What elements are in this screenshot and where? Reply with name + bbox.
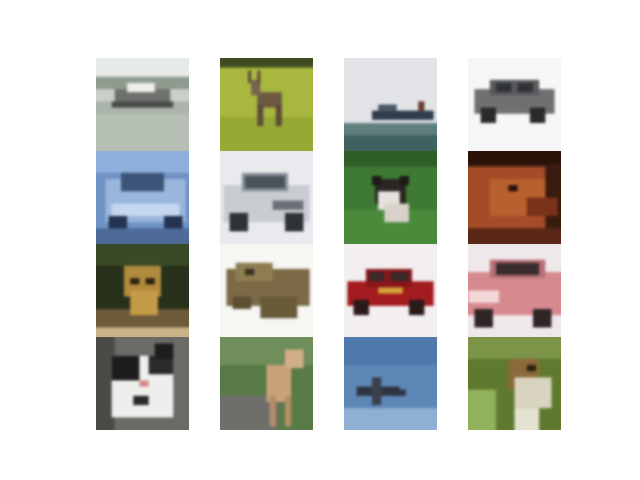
automobile-image bbox=[220, 151, 313, 244]
image-tile-deer bbox=[220, 58, 313, 151]
image-tile-ship bbox=[344, 58, 437, 151]
ship-image bbox=[344, 58, 437, 151]
image-tile-automobile bbox=[468, 58, 561, 151]
airplane-image bbox=[344, 337, 437, 430]
cat-image bbox=[96, 337, 189, 430]
bird-image bbox=[468, 337, 561, 430]
image-tile-cat bbox=[96, 244, 189, 337]
image-grid bbox=[96, 58, 561, 430]
dog-image bbox=[344, 151, 437, 244]
image-tile-automobile bbox=[96, 151, 189, 244]
image-tile-frog bbox=[220, 244, 313, 337]
automobile-image bbox=[344, 244, 437, 337]
automobile-image bbox=[468, 58, 561, 151]
image-tile-boat bbox=[96, 58, 189, 151]
image-tile-cat bbox=[96, 337, 189, 430]
image-tile-automobile bbox=[344, 244, 437, 337]
image-tile-airplane bbox=[344, 337, 437, 430]
image-tile-bird bbox=[468, 337, 561, 430]
automobile-image bbox=[468, 244, 561, 337]
automobile-image bbox=[96, 151, 189, 244]
cat-image bbox=[96, 244, 189, 337]
image-tile-horse bbox=[468, 151, 561, 244]
image-tile-automobile bbox=[220, 151, 313, 244]
boat-image bbox=[96, 58, 189, 151]
image-tile-deer bbox=[220, 337, 313, 430]
frog-image bbox=[220, 244, 313, 337]
horse-image bbox=[468, 151, 561, 244]
image-tile-automobile bbox=[468, 244, 561, 337]
image-tile-dog bbox=[344, 151, 437, 244]
deer-image bbox=[220, 58, 313, 151]
deer-image bbox=[220, 337, 313, 430]
